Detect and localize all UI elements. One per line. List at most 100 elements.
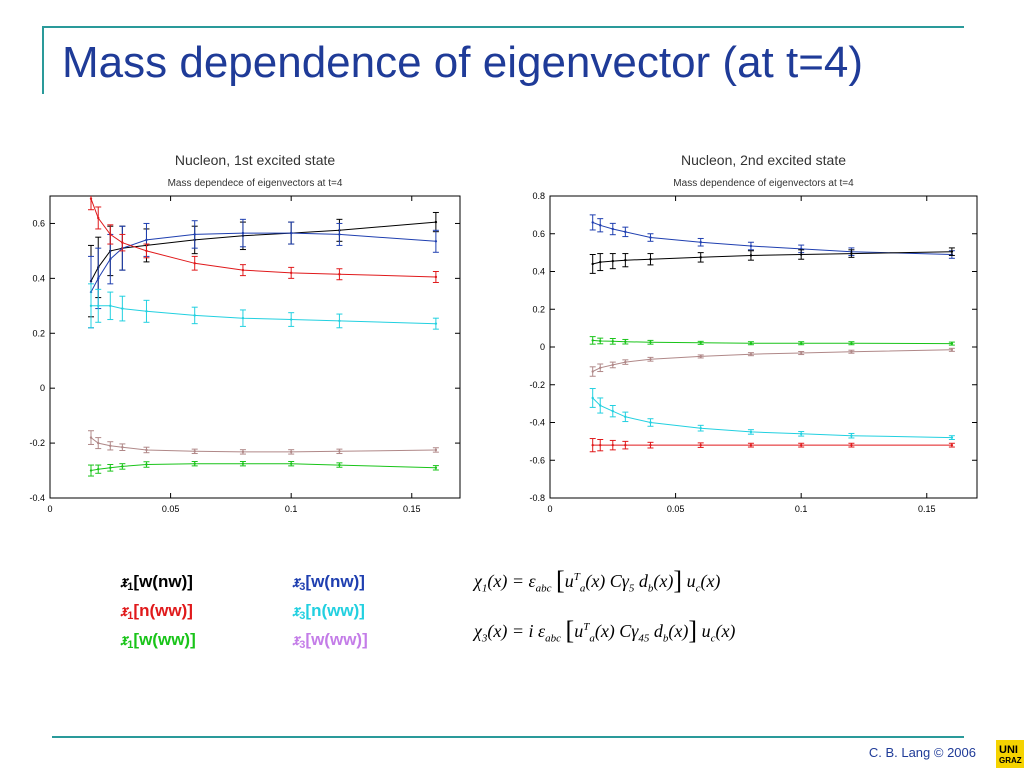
y-tick-label: -0.2: [29, 438, 45, 448]
data-point: [599, 404, 602, 407]
x-tick-label: 0: [47, 504, 52, 514]
data-point: [591, 221, 594, 224]
y-tick-label: 0.2: [32, 328, 45, 338]
legend-entry-chi3-w-ww: 𝔵3[w(ww)]: [292, 629, 368, 651]
series-line: [90, 463, 436, 471]
data-point: [145, 238, 148, 242]
data-point: [591, 339, 594, 342]
data-point: [799, 342, 803, 345]
data-point: [624, 230, 627, 234]
data-point: [799, 253, 803, 256]
data-point: [193, 262, 196, 265]
data-point: [591, 370, 594, 373]
data-point: [193, 450, 196, 453]
data-point: [950, 443, 954, 447]
data-point: [649, 358, 652, 361]
data-point: [624, 415, 627, 419]
legend-entry-chi1-w-nw: 𝔵1[w(nw)]: [120, 571, 193, 593]
data-point: [109, 304, 112, 308]
data-point: [193, 314, 196, 317]
data-point: [241, 231, 245, 235]
data-point: [241, 268, 245, 272]
data-point: [611, 259, 614, 263]
y-tick-label: -0.4: [29, 493, 45, 503]
data-point: [749, 352, 753, 356]
slide-title: Mass dependence of eigenvector (at t=4): [62, 38, 864, 87]
y-tick-label: -0.6: [529, 455, 545, 465]
title-left-rule: [42, 26, 44, 94]
data-point: [289, 231, 293, 235]
data-point: [109, 233, 112, 236]
x-tick-label: 0.1: [795, 504, 808, 514]
right-bracket: ]: [688, 616, 698, 645]
data-point: [591, 396, 594, 400]
series-line: [592, 251, 952, 265]
data-point: [193, 233, 196, 236]
series-line: [592, 221, 952, 255]
university-logo: UNI GRAZ: [996, 740, 1024, 768]
data-point: [850, 350, 853, 353]
data-point: [950, 250, 954, 253]
data-point: [97, 216, 100, 220]
data-point: [749, 430, 753, 434]
data-point: [338, 319, 341, 323]
data-point: [850, 434, 853, 437]
y-tick-label: 0.8: [532, 191, 545, 201]
data-point: [338, 273, 341, 276]
data-point: [289, 450, 293, 454]
data-point: [699, 256, 702, 259]
data-point: [434, 220, 438, 224]
data-point: [699, 241, 702, 244]
data-point: [599, 443, 602, 447]
data-point: [434, 448, 438, 452]
title-top-rule: [42, 26, 964, 28]
data-point: [749, 244, 753, 248]
data-point: [338, 233, 341, 236]
legend-col-1: 𝔵1[w(nw)] 𝔵1[n(ww)] 𝔵1[w(ww)]: [120, 570, 196, 657]
data-point: [624, 360, 627, 364]
data-point: [241, 462, 245, 465]
data-point: [799, 351, 803, 355]
data-point: [289, 462, 293, 465]
data-point: [97, 467, 100, 471]
data-point: [289, 318, 293, 321]
y-tick-label: 0.6: [32, 218, 45, 228]
data-point: [241, 316, 245, 320]
data-point: [649, 341, 652, 344]
series-line: [592, 397, 952, 439]
data-point: [145, 310, 148, 313]
data-point: [699, 341, 702, 345]
formula-chi1: χ1(x) = εabc [uTa(x) Cγ5 db(x)] uc(x): [474, 566, 721, 595]
data-point: [611, 227, 614, 231]
data-point: [434, 240, 438, 243]
data-point: [89, 469, 93, 472]
data-point: [624, 443, 627, 447]
data-point: [121, 241, 124, 244]
data-point: [434, 275, 438, 279]
series-line: [91, 305, 436, 325]
y-tick-label: 0.4: [532, 267, 545, 277]
left-bracket: [: [565, 616, 575, 645]
legend-col-2: 𝔵3[w(nw)] 𝔵3[n(ww)] 𝔵3[w(ww)]: [292, 570, 368, 657]
data-point: [950, 436, 954, 439]
data-point: [599, 366, 602, 369]
data-point: [338, 450, 341, 453]
data-point: [145, 249, 148, 253]
plot-frame: [549, 195, 978, 499]
y-tick-label: -0.8: [529, 493, 545, 503]
chart-subtitle: Mass dependence of eigenvectors at t=4: [673, 178, 854, 189]
data-point: [89, 436, 93, 439]
chart-title: Nucleon, 1st excited state: [175, 152, 336, 168]
data-point: [109, 257, 112, 261]
legend-entry-chi3-w-nw: 𝔵3[w(nw)]: [292, 571, 365, 593]
data-point: [289, 271, 293, 275]
legend-entry-chi1-n-ww: 𝔵1[n(ww)]: [120, 600, 193, 622]
data-point: [89, 197, 93, 200]
x-tick-label: 0.15: [403, 504, 421, 514]
data-point: [649, 421, 652, 424]
series-line: [592, 339, 952, 345]
series-line: [592, 349, 952, 372]
data-point: [145, 448, 148, 452]
data-point: [599, 260, 602, 264]
data-point: [850, 252, 853, 255]
